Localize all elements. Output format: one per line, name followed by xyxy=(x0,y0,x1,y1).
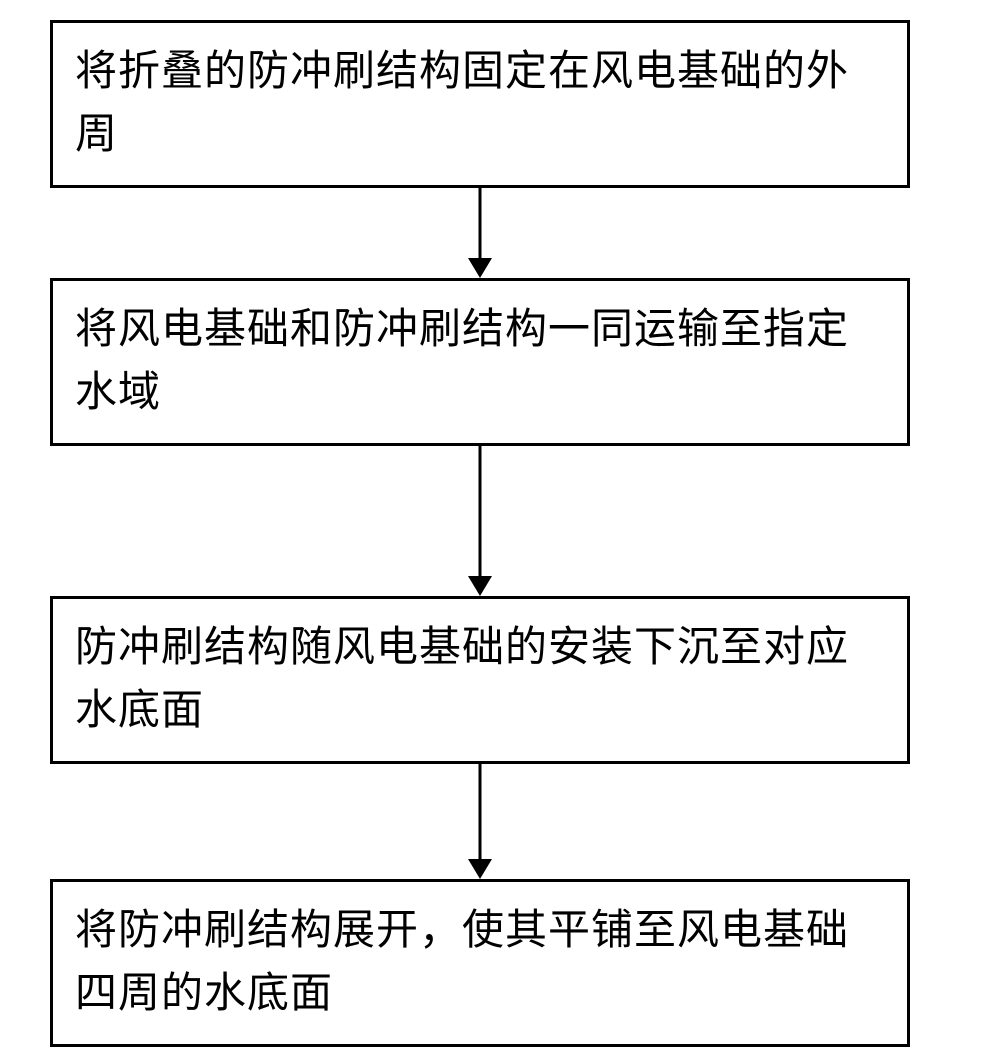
flow-text-step4: 将防冲刷结构展开，使其平铺至风电基础四周的水底面 xyxy=(75,908,849,1017)
arrow-down-icon xyxy=(465,764,495,879)
arrow-container-3 xyxy=(50,764,910,879)
flow-box-step2: 将风电基础和防冲刷结构一同运输至指定水域 xyxy=(50,278,910,446)
flow-text-step3: 防冲刷结构随风电基础的安装下沉至对应水底面 xyxy=(75,625,849,734)
flow-box-step1: 将折叠的防冲刷结构固定在风电基础的外周 xyxy=(50,20,910,188)
flow-text-step2: 将风电基础和防冲刷结构一同运输至指定水域 xyxy=(75,307,849,416)
arrow-container-1 xyxy=(50,188,910,278)
flowchart-container: 将折叠的防冲刷结构固定在风电基础的外周 将风电基础和防冲刷结构一同运输至指定水域… xyxy=(50,20,950,1047)
flow-box-step4: 将防冲刷结构展开，使其平铺至风电基础四周的水底面 xyxy=(50,879,910,1047)
flow-text-step1: 将折叠的防冲刷结构固定在风电基础的外周 xyxy=(75,49,849,158)
arrow-down-icon xyxy=(465,188,495,278)
arrow-down-icon xyxy=(465,446,495,596)
arrow-container-2 xyxy=(50,446,910,596)
flow-box-step3: 防冲刷结构随风电基础的安装下沉至对应水底面 xyxy=(50,596,910,764)
